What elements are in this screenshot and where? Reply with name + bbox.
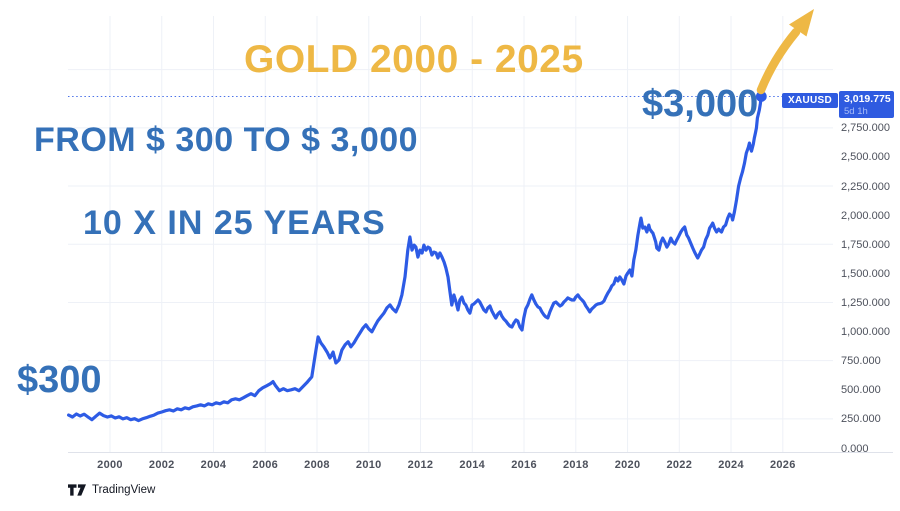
time-scale-label: 2000 bbox=[97, 459, 123, 471]
time-scale-label: 2006 bbox=[252, 459, 279, 471]
last-price-dot bbox=[755, 91, 767, 102]
tradingview-attribution[interactable]: TradingView bbox=[68, 484, 155, 496]
price-scale-label: 1,250.000 bbox=[841, 296, 890, 309]
time-scale-label: 2008 bbox=[304, 459, 330, 471]
countdown-timeframe: 5d 1h bbox=[844, 105, 868, 117]
last-price-badge[interactable]: 3,019.775 5d 1h bbox=[839, 91, 894, 118]
time-scale-label: 2014 bbox=[459, 459, 486, 471]
time-scale-label: 2002 bbox=[148, 459, 175, 471]
chart-title: GOLD 2000 - 2025 bbox=[244, 38, 584, 81]
price-scale-label: 250.000 bbox=[841, 413, 881, 426]
price-scale-label: 1,000.000 bbox=[841, 326, 890, 339]
annotation-price-range: FROM $ 300 TO $ 3,000 bbox=[34, 121, 419, 159]
price-scale-label: 2,750.000 bbox=[841, 122, 890, 135]
symbol-badge[interactable]: XAUUSD bbox=[782, 93, 838, 108]
price-scale-label: 750.000 bbox=[841, 355, 881, 368]
last-price-value: 3,019.775 bbox=[844, 92, 891, 105]
time-scale-label: 2020 bbox=[614, 459, 641, 471]
tradingview-logo-icon bbox=[68, 484, 86, 496]
time-scale-label: 2016 bbox=[511, 459, 537, 471]
time-scale-label: 2026 bbox=[769, 459, 796, 471]
end-price-label: $3,000 bbox=[642, 83, 759, 125]
start-price-label: $300 bbox=[17, 359, 102, 401]
up-trend-arrow bbox=[756, 9, 814, 95]
price-scale-label: 2,250.000 bbox=[841, 180, 890, 193]
time-scale-label: 2010 bbox=[355, 459, 382, 471]
time-scale-label: 2018 bbox=[562, 459, 589, 471]
price-scale-label: 500.000 bbox=[841, 384, 881, 397]
price-scale-label: 1,500.000 bbox=[841, 267, 890, 280]
price-scale-label: 0.000 bbox=[841, 442, 869, 455]
tradingview-brand-text: TradingView bbox=[92, 484, 156, 496]
price-scale-label: 1,750.000 bbox=[841, 238, 890, 251]
price-scale-label: 2,500.000 bbox=[841, 151, 890, 164]
time-scale-label: 2024 bbox=[718, 459, 744, 471]
price-scale-label: 2,000.000 bbox=[841, 209, 890, 222]
gold-price-line bbox=[67, 94, 763, 423]
annotation-multiple: 10 X IN 25 YEARS bbox=[83, 204, 386, 242]
time-scale-label: 2022 bbox=[666, 459, 693, 471]
time-scale-label: 2012 bbox=[407, 459, 434, 471]
time-scale-label: 2004 bbox=[200, 459, 227, 471]
